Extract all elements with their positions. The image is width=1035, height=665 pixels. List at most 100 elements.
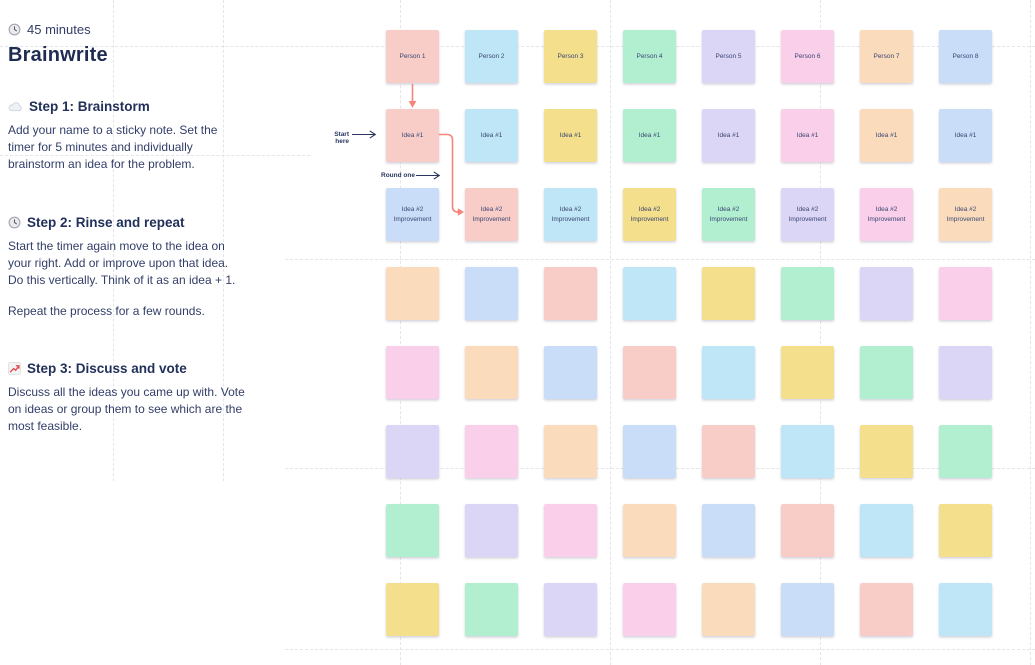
sticky-note[interactable]: Idea #2 Improvement [781, 188, 834, 241]
sticky-note[interactable]: Idea #1 [860, 109, 913, 162]
sticky-note[interactable] [939, 583, 992, 636]
sticky-note[interactable] [702, 267, 755, 320]
step-paragraph: Discuss all the ideas you came up with. … [8, 384, 245, 435]
sticky-note[interactable] [623, 346, 676, 399]
guide-line [820, 0, 821, 665]
step-heading-text: Step 3: Discuss and vote [27, 360, 187, 376]
round-one-label[interactable]: Round one [381, 172, 415, 179]
sticky-note[interactable] [465, 504, 518, 557]
step-body: Start the timer again move to the idea o… [8, 238, 235, 320]
sticky-note[interactable]: Idea #1 [544, 109, 597, 162]
sticky-note[interactable] [544, 267, 597, 320]
guide-line [285, 259, 1035, 260]
step-body: Add your name to a sticky note. Set the t… [8, 122, 217, 173]
round-one-arrow [416, 171, 441, 180]
clock-icon [8, 216, 21, 229]
sticky-note[interactable]: Person 8 [939, 30, 992, 83]
sticky-note[interactable] [544, 425, 597, 478]
step-heading: Step 3: Discuss and vote [8, 359, 245, 377]
sticky-note[interactable] [939, 425, 992, 478]
sticky-note[interactable] [544, 583, 597, 636]
sticky-note[interactable] [623, 504, 676, 557]
text-line: Discuss all the ideas you came up with. … [8, 385, 245, 399]
connector-idea1-to-idea2 [439, 133, 464, 216]
sticky-note[interactable] [702, 346, 755, 399]
sticky-note[interactable] [939, 267, 992, 320]
cloud-icon [8, 101, 23, 112]
sticky-note[interactable]: Idea #1 [623, 109, 676, 162]
sticky-note[interactable]: Idea #2 Improvement [939, 188, 992, 241]
sticky-note[interactable]: Idea #2 Improvement [544, 188, 597, 241]
text-line: timer for 5 minutes and individually [8, 140, 193, 154]
sticky-note[interactable]: Person 4 [623, 30, 676, 83]
sticky-note[interactable] [860, 346, 913, 399]
step-block-2: Step 2: Rinse and repeat Start the timer … [8, 213, 235, 320]
text-line: Add your name to a sticky note. Set the [8, 123, 218, 137]
sticky-note[interactable]: Idea #2 Improvement [860, 188, 913, 241]
step-paragraph: Add your name to a sticky note. Set the t… [8, 122, 217, 173]
sticky-note[interactable]: Idea #1 [386, 109, 439, 162]
step-heading-text: Step 1: Brainstorm [29, 98, 150, 114]
sticky-note[interactable] [860, 267, 913, 320]
chart-increasing-icon [8, 361, 21, 375]
sticky-note[interactable]: Idea #2 Improvement [623, 188, 676, 241]
sticky-note[interactable]: Idea #2 Improvement [465, 188, 518, 241]
sticky-note[interactable]: Person 3 [544, 30, 597, 83]
guide-line [0, 155, 310, 156]
sticky-note[interactable] [781, 504, 834, 557]
step-paragraph: Repeat the process for a few rounds. [8, 303, 235, 320]
sticky-note[interactable] [386, 583, 439, 636]
sticky-note[interactable] [702, 504, 755, 557]
sticky-note[interactable]: Person 2 [465, 30, 518, 83]
sticky-note[interactable]: Person 1 [386, 30, 439, 83]
sticky-note[interactable] [544, 346, 597, 399]
sticky-note[interactable] [781, 583, 834, 636]
step-body: Discuss all the ideas you came up with. … [8, 384, 245, 435]
sticky-note[interactable] [860, 504, 913, 557]
sticky-note[interactable]: Person 5 [702, 30, 755, 83]
sticky-note[interactable] [623, 267, 676, 320]
sticky-note[interactable]: Idea #1 [702, 109, 755, 162]
start-here-label[interactable]: Start here [334, 131, 349, 145]
sticky-note[interactable] [386, 346, 439, 399]
sticky-note[interactable]: Idea #1 [939, 109, 992, 162]
sticky-note[interactable] [465, 425, 518, 478]
step-paragraph: Start the timer again move to the idea o… [8, 238, 235, 289]
sticky-note[interactable] [939, 504, 992, 557]
sticky-note[interactable] [544, 504, 597, 557]
start-here-arrow [352, 130, 377, 139]
guide-line [610, 0, 611, 665]
sticky-note[interactable]: Person 7 [860, 30, 913, 83]
sticky-note[interactable]: Person 6 [781, 30, 834, 83]
sticky-note[interactable] [702, 425, 755, 478]
sticky-note[interactable] [702, 583, 755, 636]
connector-person1-to-idea1 [408, 84, 417, 108]
sticky-note[interactable] [465, 267, 518, 320]
sticky-note[interactable] [781, 346, 834, 399]
sticky-note[interactable] [623, 583, 676, 636]
sticky-note[interactable] [465, 583, 518, 636]
sticky-note[interactable] [939, 346, 992, 399]
sticky-note[interactable]: Idea #1 [781, 109, 834, 162]
duration-row: 45 minutes [8, 22, 91, 37]
duration-text: 45 minutes [27, 22, 91, 37]
text-line: most feasible. [8, 419, 83, 433]
sticky-note[interactable] [386, 267, 439, 320]
step-heading-text: Step 2: Rinse and repeat [27, 214, 185, 230]
sticky-note[interactable] [386, 504, 439, 557]
sticky-note[interactable]: Idea #2 Improvement [386, 188, 439, 241]
sticky-note[interactable]: Idea #1 [465, 109, 518, 162]
sticky-note[interactable] [465, 346, 518, 399]
guide-line [285, 649, 1035, 650]
step-block-1: Step 1: Brainstorm Add your name to a sti… [8, 97, 217, 173]
text-line: on ideas or group them to see which are … [8, 402, 243, 416]
sticky-note[interactable] [623, 425, 676, 478]
sticky-note[interactable] [386, 425, 439, 478]
sticky-note[interactable] [860, 425, 913, 478]
sticky-note[interactable] [781, 425, 834, 478]
text-line: Repeat the process for a few rounds. [8, 304, 205, 318]
text-line: brainstorm an idea for the problem. [8, 157, 195, 171]
sticky-note[interactable] [781, 267, 834, 320]
sticky-note[interactable]: Idea #2 Improvement [702, 188, 755, 241]
sticky-note[interactable] [860, 583, 913, 636]
